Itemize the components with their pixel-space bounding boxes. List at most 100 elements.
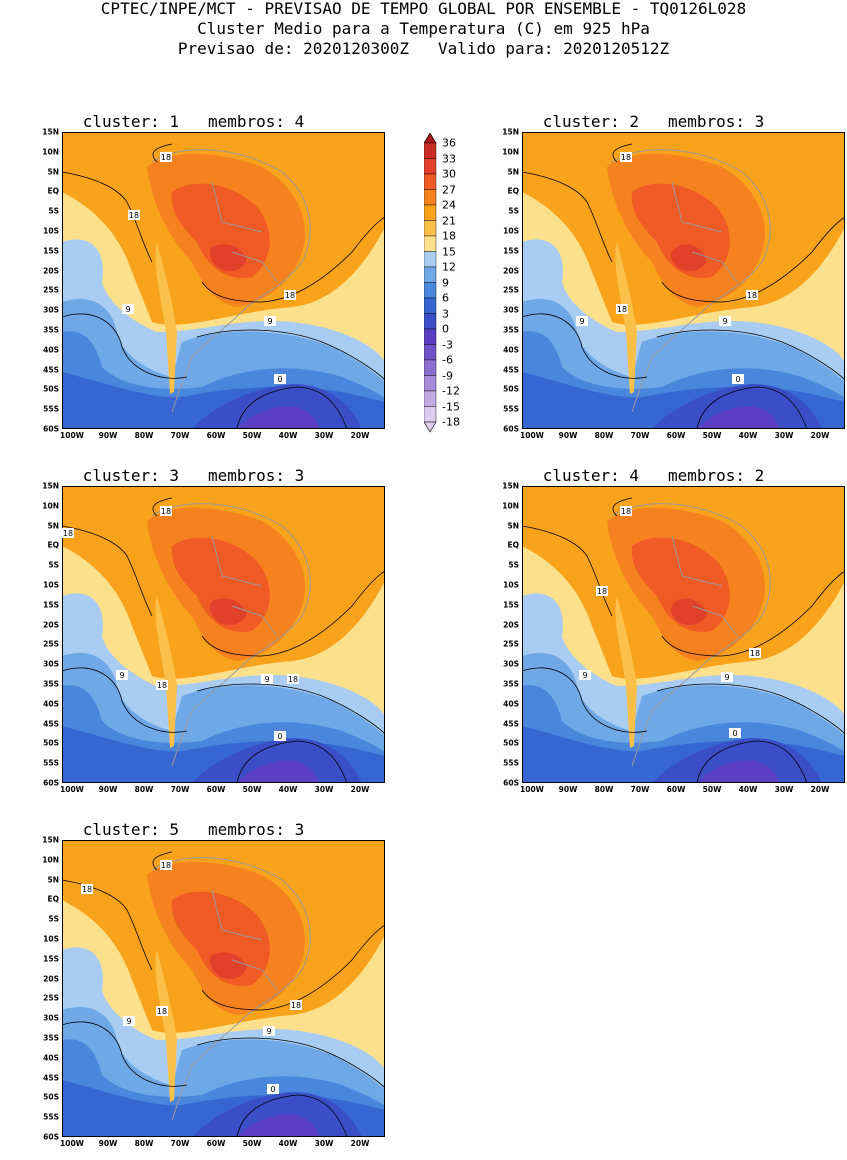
latitude-tick-label: 10N	[42, 855, 59, 865]
latitude-tick-label: 20S	[503, 620, 519, 630]
panel-title-members: 3	[294, 466, 305, 485]
latitude-tick-label: 45S	[503, 365, 519, 375]
latitude-tick-label: 5S	[508, 560, 519, 570]
latitude-tick-label: 45S	[43, 719, 59, 729]
latitude-tick-label: 55S	[43, 1112, 59, 1122]
contour-label: 18	[749, 648, 761, 658]
latitude-tick-label: 30S	[43, 659, 59, 669]
svg-text:18: 18	[621, 153, 631, 162]
contour-label: 18	[156, 1006, 168, 1016]
color-bar-swatch	[423, 375, 437, 392]
color-bar-swatch	[423, 406, 437, 423]
latitude-tick-label: 20S	[43, 974, 59, 984]
longitude-tick-label: 60W	[206, 785, 226, 794]
svg-text:9: 9	[125, 305, 130, 314]
panel-title-members: 3	[754, 112, 765, 131]
longitude-tick-label: 100W	[60, 431, 84, 440]
contour-label: 18	[81, 884, 93, 894]
svg-text:0: 0	[732, 729, 737, 738]
svg-text:9: 9	[724, 673, 729, 682]
longitude-tick-label: 100W	[60, 785, 84, 794]
latitude-tick-label: 5N	[47, 521, 60, 531]
latitude-tick-label: 5S	[48, 560, 59, 570]
latitude-tick-label: 50S	[43, 1092, 59, 1102]
panel-title-cluster-label: cluster:	[82, 112, 160, 131]
svg-text:18: 18	[291, 1001, 301, 1010]
longitude-tick-label: 90W	[98, 431, 118, 440]
panel-title-cluster-label: cluster:	[542, 466, 620, 485]
color-bar-swatch	[423, 390, 437, 407]
panel-title-cluster: 4	[629, 466, 640, 485]
latitude-tick-label: 15S	[503, 246, 519, 256]
longitude-axis: 100W 90W 80W 70W 60W 50W 40W 30W 20W	[60, 431, 385, 443]
temperature-map: 18 18 18 18 9 9 0	[62, 486, 385, 783]
svg-text:0: 0	[270, 1085, 275, 1094]
latitude-tick-label: 50S	[43, 738, 59, 748]
latitude-tick-label: 5S	[508, 206, 519, 216]
latitude-tick-label: 60S	[503, 424, 519, 434]
color-bar-label: -12	[442, 384, 460, 398]
panel-title: cluster: 1 membros: 4	[2, 112, 385, 131]
longitude-tick-label: 40W	[278, 1139, 298, 1148]
panel-title: cluster: 3 membros: 3	[2, 466, 385, 485]
color-bar-swatch	[423, 158, 437, 175]
longitude-tick-label: 40W	[278, 431, 298, 440]
color-bar-swatch	[423, 189, 437, 206]
svg-text:18: 18	[621, 507, 631, 516]
color-bar-label: -6	[442, 353, 453, 367]
svg-text:18: 18	[63, 529, 73, 538]
longitude-tick-label: 20W	[810, 431, 830, 440]
longitude-tick-label: 80W	[594, 431, 614, 440]
longitude-tick-label: 80W	[594, 785, 614, 794]
longitude-tick-label: 80W	[134, 431, 154, 440]
latitude-tick-label: 40S	[503, 345, 519, 355]
longitude-tick-label: 80W	[134, 785, 154, 794]
longitude-tick-label: 20W	[350, 785, 370, 794]
temperature-map: 18 18 18 9 9 0	[62, 132, 385, 429]
latitude-tick-label: 60S	[43, 778, 59, 788]
color-bar-bottom-arrow	[423, 421, 437, 433]
latitude-tick-label: 15N	[502, 127, 519, 137]
panel-title-cluster: 2	[629, 112, 640, 131]
latitude-tick-label: 25S	[503, 285, 519, 295]
latitude-tick-label: 55S	[43, 758, 59, 768]
panel-title-cluster-label: cluster:	[82, 820, 160, 839]
map-area: 18 18 18 18 9 9 0	[62, 840, 385, 1137]
page-title-line-2: Cluster Medio para a Temperatura (C) em …	[197, 19, 650, 38]
contour-label: 9	[263, 1026, 275, 1036]
panel-title: cluster: 5 membros: 3	[2, 820, 385, 839]
latitude-axis: 15N 10N 5N EQ 5S 10S 15S 20S 25S 30S 35S 40S 45S 50S 5…	[22, 836, 59, 1142]
color-bar-label: 0	[442, 322, 449, 336]
longitude-tick-label: 30W	[774, 785, 794, 794]
svg-text:9: 9	[264, 675, 269, 684]
latitude-tick-label: 20S	[503, 266, 519, 276]
contour-label: 18	[62, 528, 74, 538]
page-title-line-3: Previsao de: 2020120300Z Valido para: 20…	[177, 39, 670, 58]
longitude-tick-label: 70W	[630, 431, 650, 440]
longitude-tick-label: 40W	[738, 785, 758, 794]
contour-label: 9	[123, 1016, 135, 1026]
svg-text:18: 18	[747, 291, 757, 300]
svg-text:0: 0	[735, 375, 740, 384]
latitude-tick-label: 20S	[43, 620, 59, 630]
color-bar-label: -18	[442, 415, 460, 429]
contour-label: 9	[264, 316, 276, 326]
panel-title-cluster-label: cluster:	[542, 112, 620, 131]
svg-text:18: 18	[157, 681, 167, 690]
latitude-tick-label: EQ	[507, 540, 520, 550]
longitude-tick-label: 40W	[278, 785, 298, 794]
color-bar-swatch	[423, 251, 437, 268]
longitude-axis: 100W 90W 80W 70W 60W 50W 40W 30W 20W	[520, 431, 845, 443]
map-area: 18 18 18 9 9 0	[522, 132, 845, 429]
longitude-axis: 100W 90W 80W 70W 60W 50W 40W 30W 20W	[60, 1139, 385, 1151]
color-bar-swatch	[423, 313, 437, 330]
contour-label: 18	[620, 506, 632, 516]
latitude-tick-label: 60S	[43, 424, 59, 434]
longitude-tick-label: 50W	[242, 785, 262, 794]
color-bar-label: 18	[442, 229, 456, 243]
longitude-tick-label: 20W	[350, 431, 370, 440]
panel-title-cluster: 3	[169, 466, 180, 485]
color-bar-label: 6	[442, 291, 449, 305]
svg-text:9: 9	[582, 671, 587, 680]
temperature-map: 18 18 18 9 9 0	[522, 486, 845, 783]
